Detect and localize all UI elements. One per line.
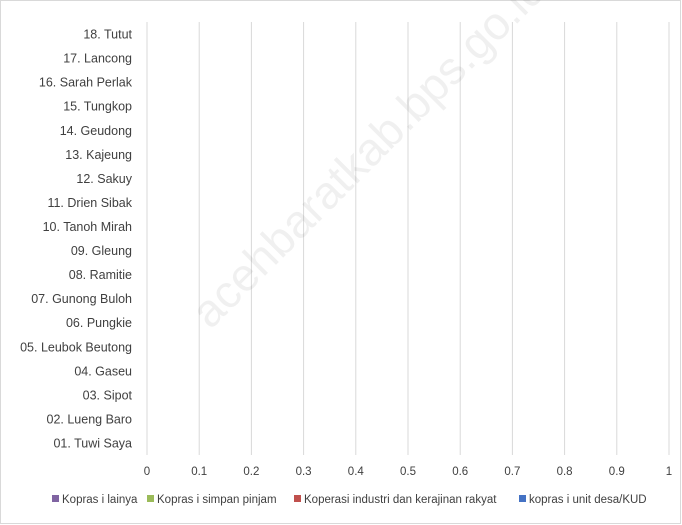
legend-label: kopras i unit desa/KUD (529, 494, 647, 506)
category-label: 10. Tanoh Mirah (43, 220, 132, 234)
category-label: 02. Lueng Baro (47, 412, 133, 426)
legend-label: Koperasi industri dan kerajinan rakyat (304, 494, 497, 506)
category-label: 08. Ramitie (69, 268, 132, 282)
x-tick-label: 0 (144, 466, 150, 478)
category-label: 04. Gaseu (74, 364, 132, 378)
category-label: 17. Lancong (63, 52, 132, 66)
category-label: 13. Kajeung (65, 148, 132, 162)
legend-swatch (147, 495, 154, 502)
category-label: 03. Sipot (83, 388, 133, 402)
legend-label: Kopras i lainya (62, 494, 138, 506)
x-tick-label: 0.2 (243, 466, 259, 478)
x-tick-label: 0.8 (557, 466, 573, 478)
category-label: 06. Pungkie (66, 316, 132, 330)
x-tick-label: 0.1 (191, 466, 207, 478)
x-tick-label: 0.9 (609, 466, 625, 478)
x-tick-label: 0.4 (348, 466, 365, 478)
category-label: 18. Tutut (83, 28, 132, 42)
x-tick-label: 0.3 (296, 466, 312, 478)
category-label: 07. Gunong Buloh (31, 292, 132, 306)
x-tick-label: 0.6 (452, 466, 468, 478)
category-label: 12. Sakuy (76, 172, 132, 186)
category-label: 05. Leubok Beutong (20, 340, 132, 354)
category-label: 01. Tuwi Saya (53, 436, 132, 450)
x-tick-label: 0.7 (504, 466, 520, 478)
legend-swatch (294, 495, 301, 502)
x-tick-label: 0.5 (400, 466, 416, 478)
category-label: 15. Tungkop (63, 100, 132, 114)
legend-swatch (52, 495, 59, 502)
legend-label: Kopras i simpan pinjam (157, 494, 277, 506)
category-label: 14. Geudong (60, 124, 132, 138)
category-label: 09. Gleung (71, 244, 132, 258)
x-tick-label: 1 (666, 466, 672, 478)
legend-swatch (519, 495, 526, 502)
category-label: 11. Drien Sibak (47, 196, 132, 210)
category-label: 16. Sarah Perlak (39, 76, 133, 90)
